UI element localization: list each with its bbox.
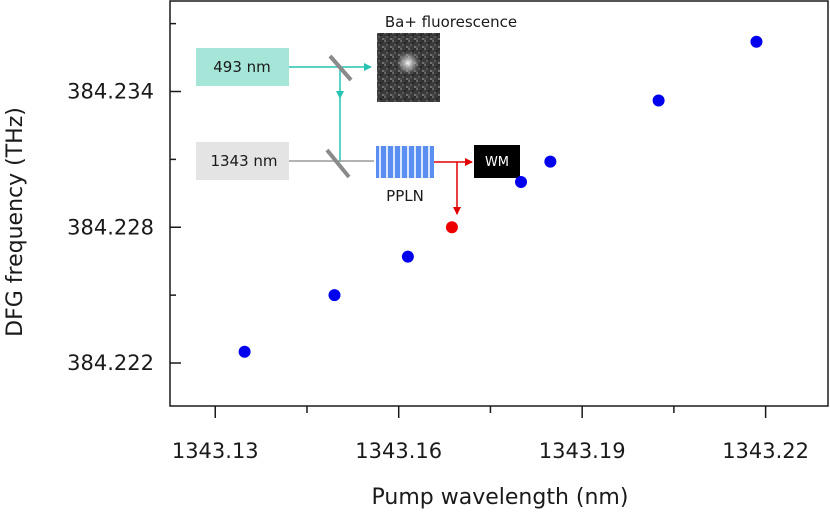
laser-1343-box bbox=[196, 142, 289, 180]
fluorescence-label: Ba+ fluorescence bbox=[385, 13, 517, 31]
beam-splitter-bottom bbox=[325, 148, 351, 179]
data-point bbox=[401, 250, 414, 263]
y-tick-label: 384.234 bbox=[67, 80, 154, 104]
data-point bbox=[652, 94, 665, 107]
x-axis-title: Pump wavelength (nm) bbox=[372, 485, 629, 510]
x-tick-label: 1343.22 bbox=[722, 439, 809, 463]
x-axis: 1343.13 1343.16 1343.19 1343.22 bbox=[172, 406, 809, 463]
x-tick-label: 1343.13 bbox=[172, 439, 259, 463]
y-axis-title: DFG frequency (THz) bbox=[3, 107, 28, 337]
x-tick-label: 1343.16 bbox=[355, 439, 442, 463]
beam-splitter-top bbox=[328, 54, 353, 82]
ppln-label: PPLN bbox=[386, 187, 424, 205]
y-tick-label: 384.228 bbox=[67, 215, 154, 239]
data-point bbox=[328, 289, 341, 302]
laser-493-label: 493 nm bbox=[213, 58, 271, 76]
plot-frame bbox=[169, 0, 829, 407]
wavemeter-label: WM bbox=[485, 155, 509, 170]
data-point bbox=[515, 176, 528, 189]
wavemeter-box bbox=[474, 145, 520, 178]
x-tick-label: 1343.19 bbox=[539, 439, 626, 463]
laser-493-box bbox=[196, 48, 289, 86]
ppln-crystal bbox=[376, 146, 434, 178]
experiment-schematic: 493 nm 1343 nm Ba+ fluorescence PPLN bbox=[196, 13, 520, 215]
data-points bbox=[238, 35, 763, 358]
y-axis: 384.222 384.228 384.234 bbox=[67, 22, 181, 375]
data-point bbox=[750, 35, 763, 48]
data-point bbox=[544, 155, 557, 168]
highlighted-data-point bbox=[445, 221, 458, 234]
data-point bbox=[238, 345, 251, 358]
laser-1343-label: 1343 nm bbox=[210, 152, 277, 170]
ion-glow bbox=[395, 50, 421, 76]
y-tick-label: 384.222 bbox=[67, 351, 154, 375]
